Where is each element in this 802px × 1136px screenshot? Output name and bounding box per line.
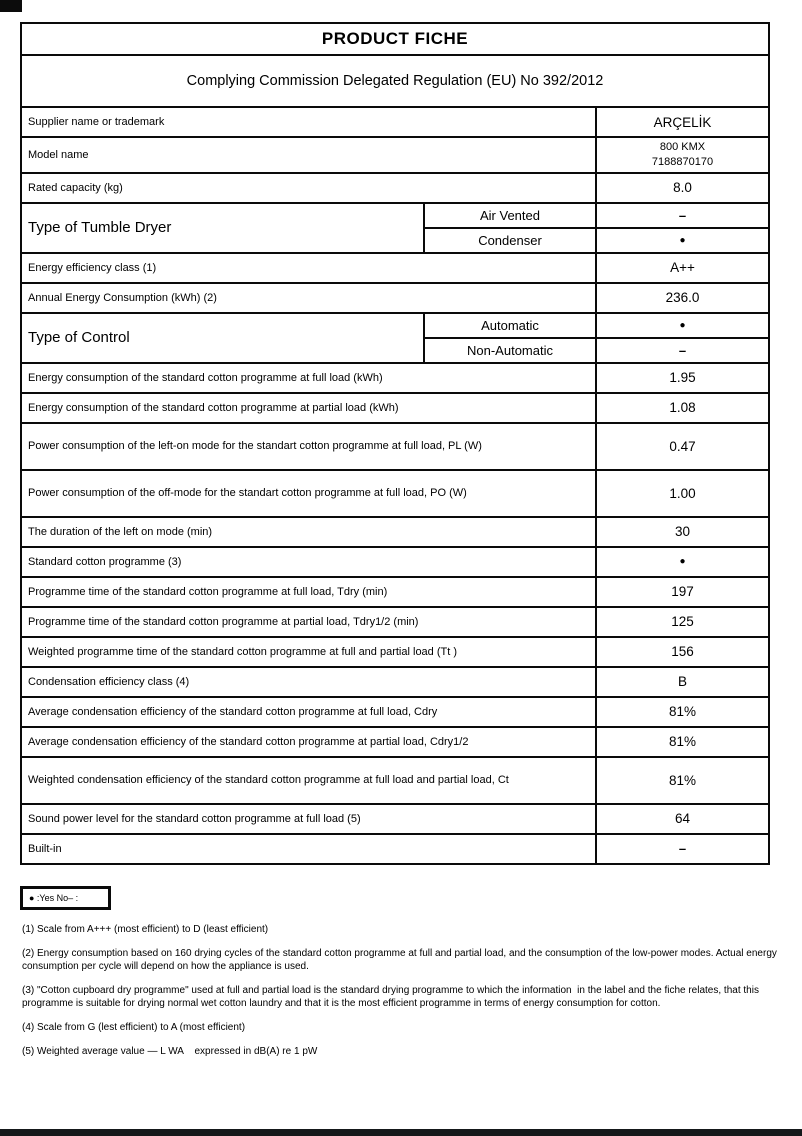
row-label: Energy consumption of the standard cotto…: [20, 361, 597, 394]
footnote: (3) "Cotton cupboard dry programme" used…: [22, 985, 762, 1010]
value-cell: B: [595, 665, 770, 698]
row-label: Condensation efficiency class (4): [20, 665, 597, 698]
row-label: Sound power level for the standard cotto…: [20, 802, 597, 835]
value-cell: 236.0: [595, 281, 770, 314]
value-cell: A++: [595, 251, 770, 284]
value-cell: 156: [595, 635, 770, 668]
value-cell: –: [595, 201, 770, 229]
row-label: Type of Tumble Dryer: [20, 201, 425, 254]
value-cell: 8.0: [595, 171, 770, 204]
page-title: PRODUCT FICHE: [20, 22, 770, 56]
table-row: Condensation efficiency class (4) B: [20, 665, 770, 698]
value-cell: 1.08: [595, 391, 770, 424]
table-row: Model name 800 KMX 7188870170: [20, 136, 770, 174]
table-row: Condenser ●: [21, 226, 770, 254]
footnote: (1) Scale from A+++ (most efficient) to …: [22, 924, 269, 936]
value-cell: 81%: [595, 695, 770, 728]
table-row: Sound power level for the standard cotto…: [20, 802, 770, 835]
legend-box: ● :Yes No– :: [20, 885, 112, 911]
row-label: The duration of the left on mode (min): [20, 515, 597, 548]
legend-text: ● :Yes No– :: [29, 892, 79, 903]
value-cell: ARÇELİK: [595, 106, 770, 138]
table-row: Non-Automatic –: [21, 336, 770, 364]
value-cell: –: [595, 336, 770, 364]
table-row: The duration of the left on mode (min) 30: [20, 515, 770, 548]
table-row: Power consumption of the off-mode for th…: [20, 468, 770, 518]
table-row: Standard cotton programme (3) ●: [20, 545, 770, 578]
row-label: Programme time of the standard cotton pr…: [20, 605, 597, 638]
table-row: Type of Tumble Dryer Air Vented –: [20, 201, 770, 254]
table-row: Weighted condensation efficiency of the …: [20, 755, 770, 805]
value-cell: ●: [595, 545, 770, 578]
row-label: Power consumption of the left-on mode fo…: [20, 421, 597, 471]
scan-bottom-edge: [0, 1129, 802, 1136]
row-label: Average condensation efficiency of the s…: [20, 695, 597, 728]
table-row: Built-in –: [20, 832, 770, 865]
regulation-subtitle: Complying Commission Delegated Regulatio…: [20, 54, 770, 108]
row-label: Rated capacity (kg): [20, 171, 597, 204]
table-row: Rated capacity (kg) 8.0: [20, 171, 770, 204]
value-cell: 81%: [595, 755, 770, 805]
table-subtitle-row: Complying Commission Delegated Regulatio…: [20, 54, 770, 108]
value-cell: 125: [595, 605, 770, 638]
row-label: Power consumption of the off-mode for th…: [20, 468, 597, 518]
row-label: Supplier name or trademark: [20, 106, 597, 138]
table-row: Energy consumption of the standard cotto…: [20, 391, 770, 424]
sub-option-label: Condenser: [423, 226, 597, 254]
product-fiche-table: PRODUCT FICHE Complying Commission Deleg…: [20, 22, 770, 865]
table-row: Supplier name or trademark ARÇELİK: [20, 106, 770, 138]
sub-option-label: Non-Automatic: [423, 336, 597, 364]
row-label: Average condensation efficiency of the s…: [20, 725, 597, 758]
row-label: Energy consumption of the standard cotto…: [20, 391, 597, 424]
sub-option-label: Automatic: [423, 311, 597, 339]
fiche-table-body: Supplier name or trademark ARÇELİK Model n…: [20, 106, 770, 865]
table-row: Power consumption of the left-on mode fo…: [20, 421, 770, 471]
footnote: (5) Weighted average value — L WA expres…: [22, 1046, 318, 1058]
row-label: Weighted programme time of the standard …: [20, 635, 597, 668]
row-label: Model name: [20, 136, 597, 174]
row-label: Weighted condensation efficiency of the …: [20, 755, 597, 805]
scan-corner-mark: [0, 0, 22, 12]
value-cell: 197: [595, 575, 770, 608]
table-row: Type of Control Automatic ●: [20, 311, 770, 364]
table-row: Programme time of the standard cotton pr…: [20, 575, 770, 608]
value-cell: 0.47: [595, 421, 770, 471]
row-label: Standard cotton programme (3): [20, 545, 597, 578]
footnote: (4) Scale from G (lest efficient) to A (…: [22, 1022, 246, 1034]
table-row: Programme time of the standard cotton pr…: [20, 605, 770, 638]
table-row: Average condensation efficiency of the s…: [20, 725, 770, 758]
table-row: Annual Energy Consumption (kWh) (2) 236.0: [20, 281, 770, 314]
row-label: Programme time of the standard cotton pr…: [20, 575, 597, 608]
value-cell: 64: [595, 802, 770, 835]
row-label: Energy efficiency class (1): [20, 251, 597, 284]
row-label: Built-in: [20, 832, 597, 865]
table-row: Energy consumption of the standard cotto…: [20, 361, 770, 394]
value-cell: –: [595, 832, 770, 865]
footnotes: (1) Scale from A+++ (most efficient) to …: [22, 923, 788, 1058]
row-label: Type of Control: [20, 311, 425, 364]
table-row: Average condensation efficiency of the s…: [20, 695, 770, 728]
table-header-row: PRODUCT FICHE: [20, 22, 770, 56]
value-cell: ●: [595, 311, 770, 339]
value-cell: ●: [595, 226, 770, 254]
value-cell: 30: [595, 515, 770, 548]
row-label: Annual Energy Consumption (kWh) (2): [20, 281, 597, 314]
value-cell: 1.95: [595, 361, 770, 394]
table-row: Energy efficiency class (1) A++: [20, 251, 770, 284]
value-cell: 800 KMX 7188870170: [595, 136, 770, 174]
table-row: Weighted programme time of the standard …: [20, 635, 770, 668]
value-cell: 81%: [595, 725, 770, 758]
value-cell: 1.00: [595, 468, 770, 518]
footnote: (2) Energy consumption based on 160 dryi…: [22, 948, 780, 973]
sub-option-label: Air Vented: [423, 201, 597, 229]
